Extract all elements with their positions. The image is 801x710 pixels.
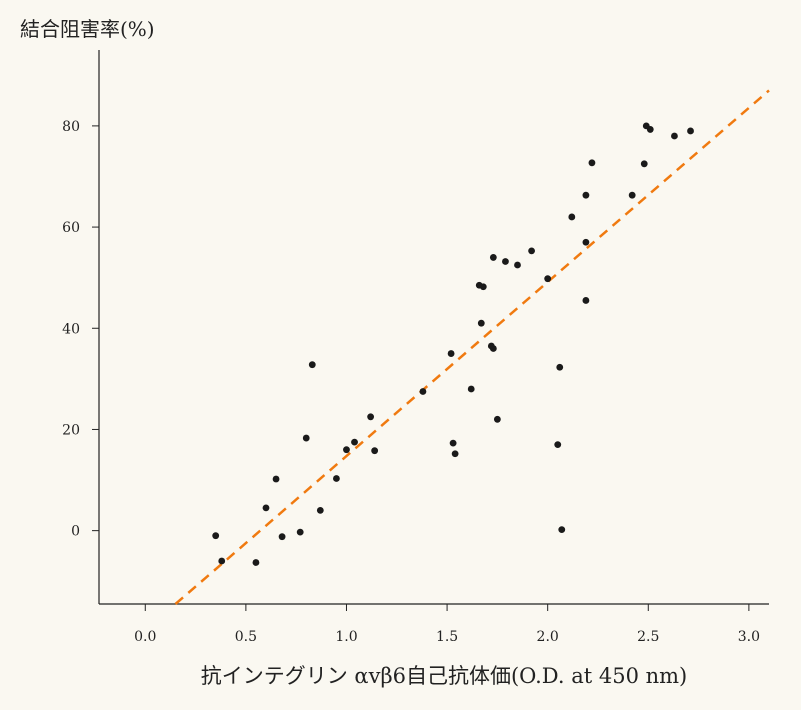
- x-tick-label: 0.0: [134, 629, 156, 645]
- data-point: [582, 238, 590, 246]
- x-axis-ticks: 0.0 0.5 1.0 1.5 2.0 2.5 3.0: [134, 604, 760, 645]
- data-point: [640, 160, 648, 168]
- y-tick-label: 0: [71, 524, 80, 540]
- data-point: [502, 258, 509, 265]
- data-point: [351, 438, 358, 446]
- data-point: [554, 441, 562, 449]
- x-tick-label: 2.0: [537, 629, 559, 645]
- data-point: [467, 385, 475, 393]
- data-point: [646, 126, 654, 133]
- data-point: [449, 439, 457, 447]
- x-tick-label: 0.5: [235, 629, 257, 645]
- data-point: [419, 388, 427, 395]
- data-point: [582, 297, 590, 304]
- y-tick-label: 80: [62, 119, 80, 135]
- data-point: [278, 533, 286, 541]
- data-point: [367, 413, 375, 421]
- data-point: [568, 213, 576, 221]
- x-axis-title: 抗インテグリン αvβ6自己抗体価(O.D. at 450 nm): [201, 664, 688, 688]
- data-point: [343, 446, 350, 454]
- y-axis-title: 結合阻害率(%): [20, 17, 155, 41]
- data-point: [212, 532, 220, 540]
- x-tick-label: 2.5: [637, 629, 659, 645]
- data-point: [302, 434, 310, 442]
- trend-line: [174, 89, 770, 605]
- data-point: [687, 127, 694, 135]
- data-point: [489, 254, 497, 261]
- data-point: [333, 475, 340, 482]
- y-tick-label: 60: [62, 220, 80, 236]
- data-point: [582, 191, 590, 199]
- data-point: [628, 191, 636, 199]
- data-point: [296, 528, 304, 536]
- x-tick-label: 3.0: [738, 629, 760, 645]
- data-point: [272, 475, 280, 483]
- data-point: [451, 450, 459, 458]
- data-point: [252, 559, 260, 566]
- data-point: [479, 283, 487, 291]
- data-point: [308, 361, 316, 369]
- data-point: [671, 132, 678, 140]
- data-point: [493, 415, 501, 423]
- data-point: [447, 350, 455, 357]
- data-point: [544, 275, 552, 283]
- data-point: [528, 247, 535, 255]
- x-tick-label: 1.5: [436, 629, 458, 645]
- data-point: [588, 159, 596, 167]
- data-point: [316, 507, 324, 514]
- x-tick-label: 1.0: [335, 629, 357, 645]
- data-points: [212, 122, 694, 566]
- data-point: [371, 447, 379, 455]
- data-point: [218, 557, 226, 565]
- y-axis-ticks: 0 20 40 60 80: [62, 119, 99, 540]
- data-point: [477, 319, 485, 327]
- data-point: [262, 504, 270, 512]
- y-tick-label: 40: [62, 321, 80, 337]
- data-point: [489, 345, 497, 352]
- y-tick-label: 20: [62, 422, 80, 438]
- data-point: [558, 526, 566, 534]
- data-point: [514, 261, 521, 269]
- data-point: [556, 363, 564, 371]
